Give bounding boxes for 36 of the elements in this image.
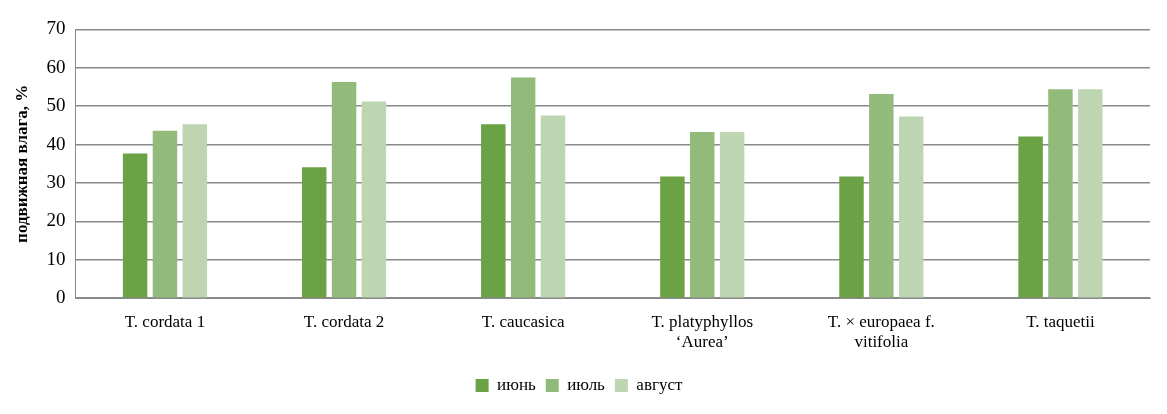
x-tick-label: T. cordata 2 xyxy=(303,311,385,331)
bar xyxy=(839,176,864,298)
y-tick-label: 30 xyxy=(46,170,66,192)
bar xyxy=(540,115,566,298)
legend-label: июль xyxy=(567,374,606,394)
bar xyxy=(152,130,178,298)
bar xyxy=(869,93,894,298)
bar xyxy=(898,116,924,298)
x-tick-label: T. cordata 1 xyxy=(124,311,206,331)
bar xyxy=(1078,89,1103,298)
y-tick-label: 0 xyxy=(55,286,66,308)
y-tick-label: 40 xyxy=(46,132,66,154)
bar xyxy=(1048,89,1073,298)
x-tick-label: T. platyphyllos ‘Aurea’ xyxy=(651,311,754,352)
bar xyxy=(331,82,357,298)
bar xyxy=(510,77,536,298)
bar xyxy=(481,124,506,298)
bar xyxy=(1018,136,1043,298)
bar xyxy=(301,167,327,298)
legend-label: июнь xyxy=(497,374,537,394)
bar xyxy=(361,101,387,298)
bar xyxy=(690,131,715,298)
y-axis-title: подвижная влага, % xyxy=(11,84,31,243)
y-tick-label: 70 xyxy=(46,17,66,39)
y-tick-label: 20 xyxy=(46,209,66,231)
bar xyxy=(660,176,685,298)
bar xyxy=(719,131,745,298)
bar xyxy=(182,124,208,298)
x-tick-label: T. caucasica xyxy=(481,311,565,331)
x-tick-label: T. taquetii xyxy=(1026,311,1096,331)
y-tick-label: 50 xyxy=(46,94,66,116)
y-tick-label: 10 xyxy=(46,247,66,269)
bar xyxy=(122,153,148,298)
legend-label: август xyxy=(636,374,683,394)
y-tick-label: 60 xyxy=(46,55,66,77)
x-tick-label: T. × europaea f. vitifolia xyxy=(827,311,935,352)
